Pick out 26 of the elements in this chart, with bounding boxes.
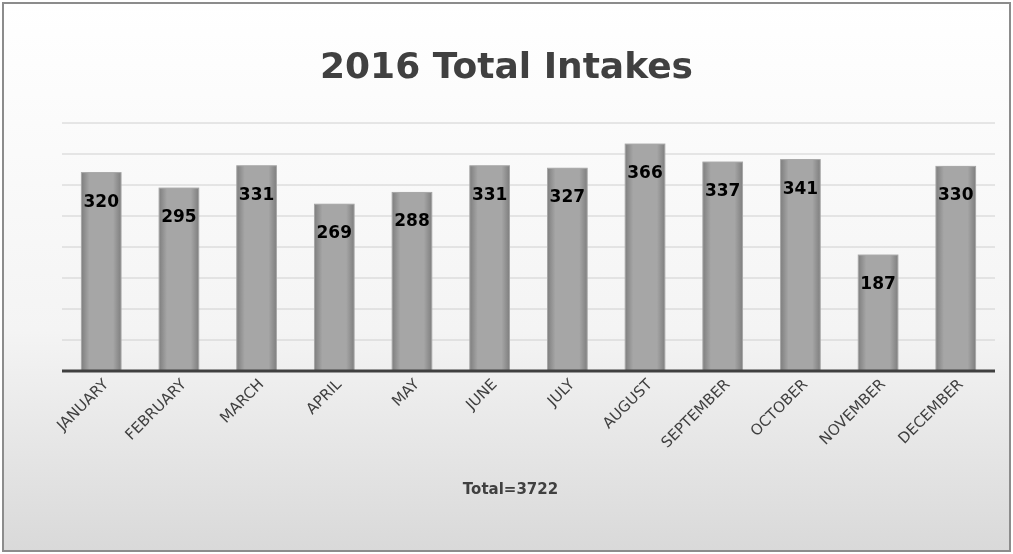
data-label: 331 [238,183,275,204]
bar [313,203,355,372]
data-label: 341 [782,177,819,198]
data-label: 330 [938,184,974,205]
data-label: 337 [704,180,741,201]
bar [391,191,433,372]
bar [158,187,200,372]
data-label: 320 [83,190,120,211]
bar [469,165,510,372]
bar [624,143,666,372]
data-label: 187 [860,273,896,294]
bar [547,167,588,372]
chart-title: 2016 Total Intakes [320,45,693,86]
bar [857,254,899,372]
text: Total=3722 [462,480,559,498]
bar [80,172,122,372]
data-label: 288 [394,210,430,231]
bar [935,165,977,372]
data-label: 295 [161,206,197,227]
bar [780,159,821,372]
bar [236,165,277,372]
data-label: 269 [316,222,353,243]
bar [702,161,744,372]
data-label: 331 [471,183,508,204]
data-label: 366 [627,162,663,183]
data-label: 327 [549,186,586,207]
